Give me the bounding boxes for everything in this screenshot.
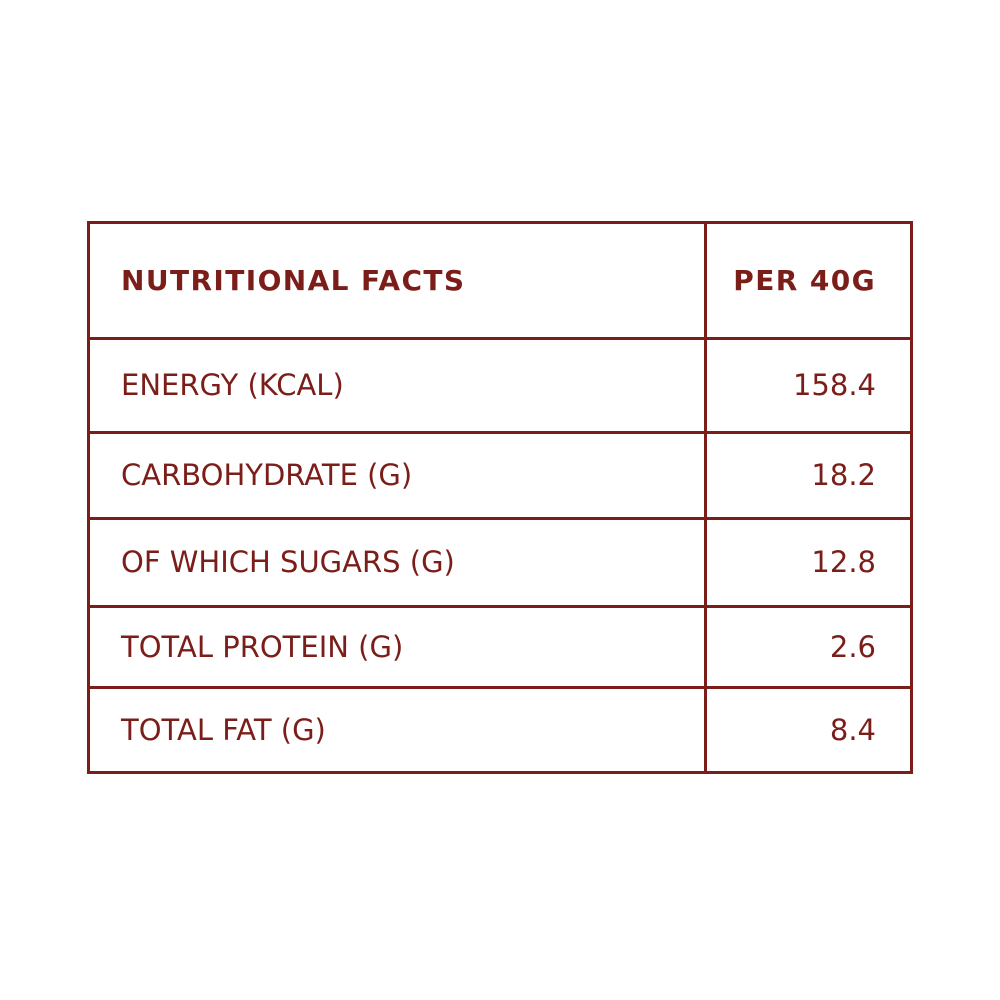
energy-label: ENERGY (KCAL) [90, 340, 707, 434]
carbohydrate-label: CARBOHYDRATE (G) [90, 434, 707, 520]
energy-value: 158.4 [707, 340, 910, 434]
sugars-label: OF WHICH SUGARS (G) [90, 520, 707, 608]
table-header-label: NUTRITIONAL FACTS [90, 224, 707, 340]
sugars-value: 12.8 [707, 520, 910, 608]
protein-label: TOTAL PROTEIN (G) [90, 608, 707, 689]
fat-label: TOTAL FAT (G) [90, 689, 707, 771]
protein-value: 2.6 [707, 608, 910, 689]
nutrition-facts-table: NUTRITIONAL FACTS PER 40G ENERGY (KCAL) … [87, 221, 913, 774]
carbohydrate-value: 18.2 [707, 434, 910, 520]
table-header-value: PER 40G [707, 224, 910, 340]
fat-value: 8.4 [829, 712, 876, 747]
